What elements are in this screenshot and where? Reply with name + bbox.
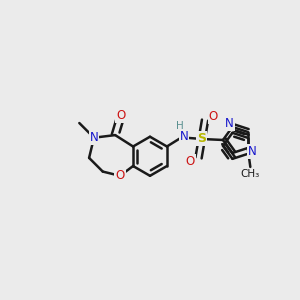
Text: N: N (225, 117, 234, 130)
Text: N: N (90, 131, 98, 144)
Text: O: O (116, 109, 126, 122)
Text: N: N (180, 130, 188, 142)
Text: N: N (248, 145, 257, 158)
Text: S: S (197, 133, 206, 146)
Text: H: H (176, 121, 184, 131)
Text: O: O (208, 110, 218, 124)
Text: O: O (116, 169, 125, 182)
Text: CH₃: CH₃ (241, 169, 260, 179)
Text: O: O (186, 154, 195, 167)
